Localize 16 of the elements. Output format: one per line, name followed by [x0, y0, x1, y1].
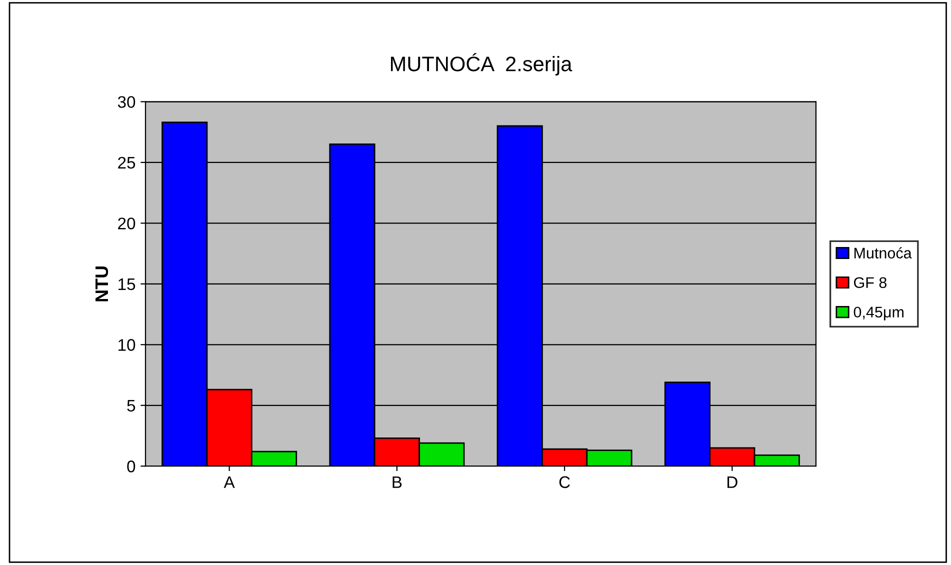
y-tick-label: 5: [127, 400, 136, 412]
y-tick-label: 20: [118, 218, 136, 230]
x-tick-label: B: [392, 476, 402, 488]
legend-label: 0,45μm: [854, 306, 904, 320]
x-tick-label: D: [728, 476, 738, 488]
x-tick-label: A: [224, 476, 235, 488]
y-tick-label: 0: [127, 460, 136, 472]
legend-label: GF 8: [854, 277, 887, 288]
legend-label: Mutnoća: [854, 247, 912, 258]
y-tick-label: 10: [118, 339, 136, 351]
x-tick-label: C: [559, 476, 570, 488]
y-tick-label: 30: [118, 96, 136, 108]
y-tick-label: 15: [118, 278, 136, 290]
y-axis-title: NTU: [96, 266, 108, 302]
chart-title: MUTNOĆA 2.serija: [390, 53, 572, 76]
y-tick-label: 25: [118, 156, 136, 169]
